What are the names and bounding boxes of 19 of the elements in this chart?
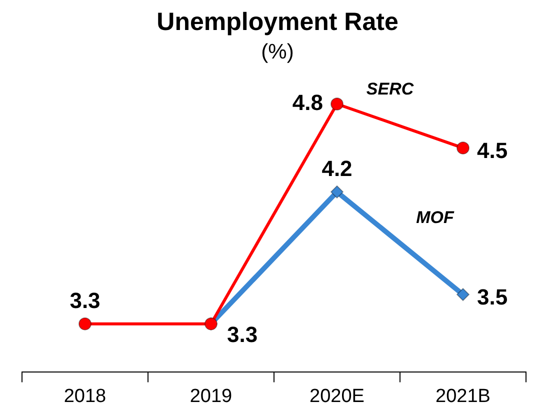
data-label: 4.8 <box>292 90 323 116</box>
series-label: MOF <box>416 208 454 227</box>
x-tick-label: 2020E <box>310 386 364 407</box>
data-label: 4.2 <box>322 156 352 181</box>
point <box>456 141 470 154</box>
x-tick-label: 2018 <box>64 386 106 407</box>
series-label: SERC <box>366 80 414 99</box>
data-label: 3.3 <box>70 288 100 313</box>
data-label: 3.5 <box>477 284 508 310</box>
chart-title: Unemployment Rate <box>156 8 398 36</box>
point <box>456 288 470 302</box>
point <box>330 97 344 110</box>
chart-subtitle: (%) <box>261 40 294 64</box>
data-label: 3.3 <box>227 322 258 347</box>
point <box>330 185 344 198</box>
point <box>78 317 92 330</box>
x-tick-label: 2019 <box>190 386 232 407</box>
x-tick-label: 2021B <box>436 386 490 407</box>
data-label: 4.5 <box>477 138 508 164</box>
